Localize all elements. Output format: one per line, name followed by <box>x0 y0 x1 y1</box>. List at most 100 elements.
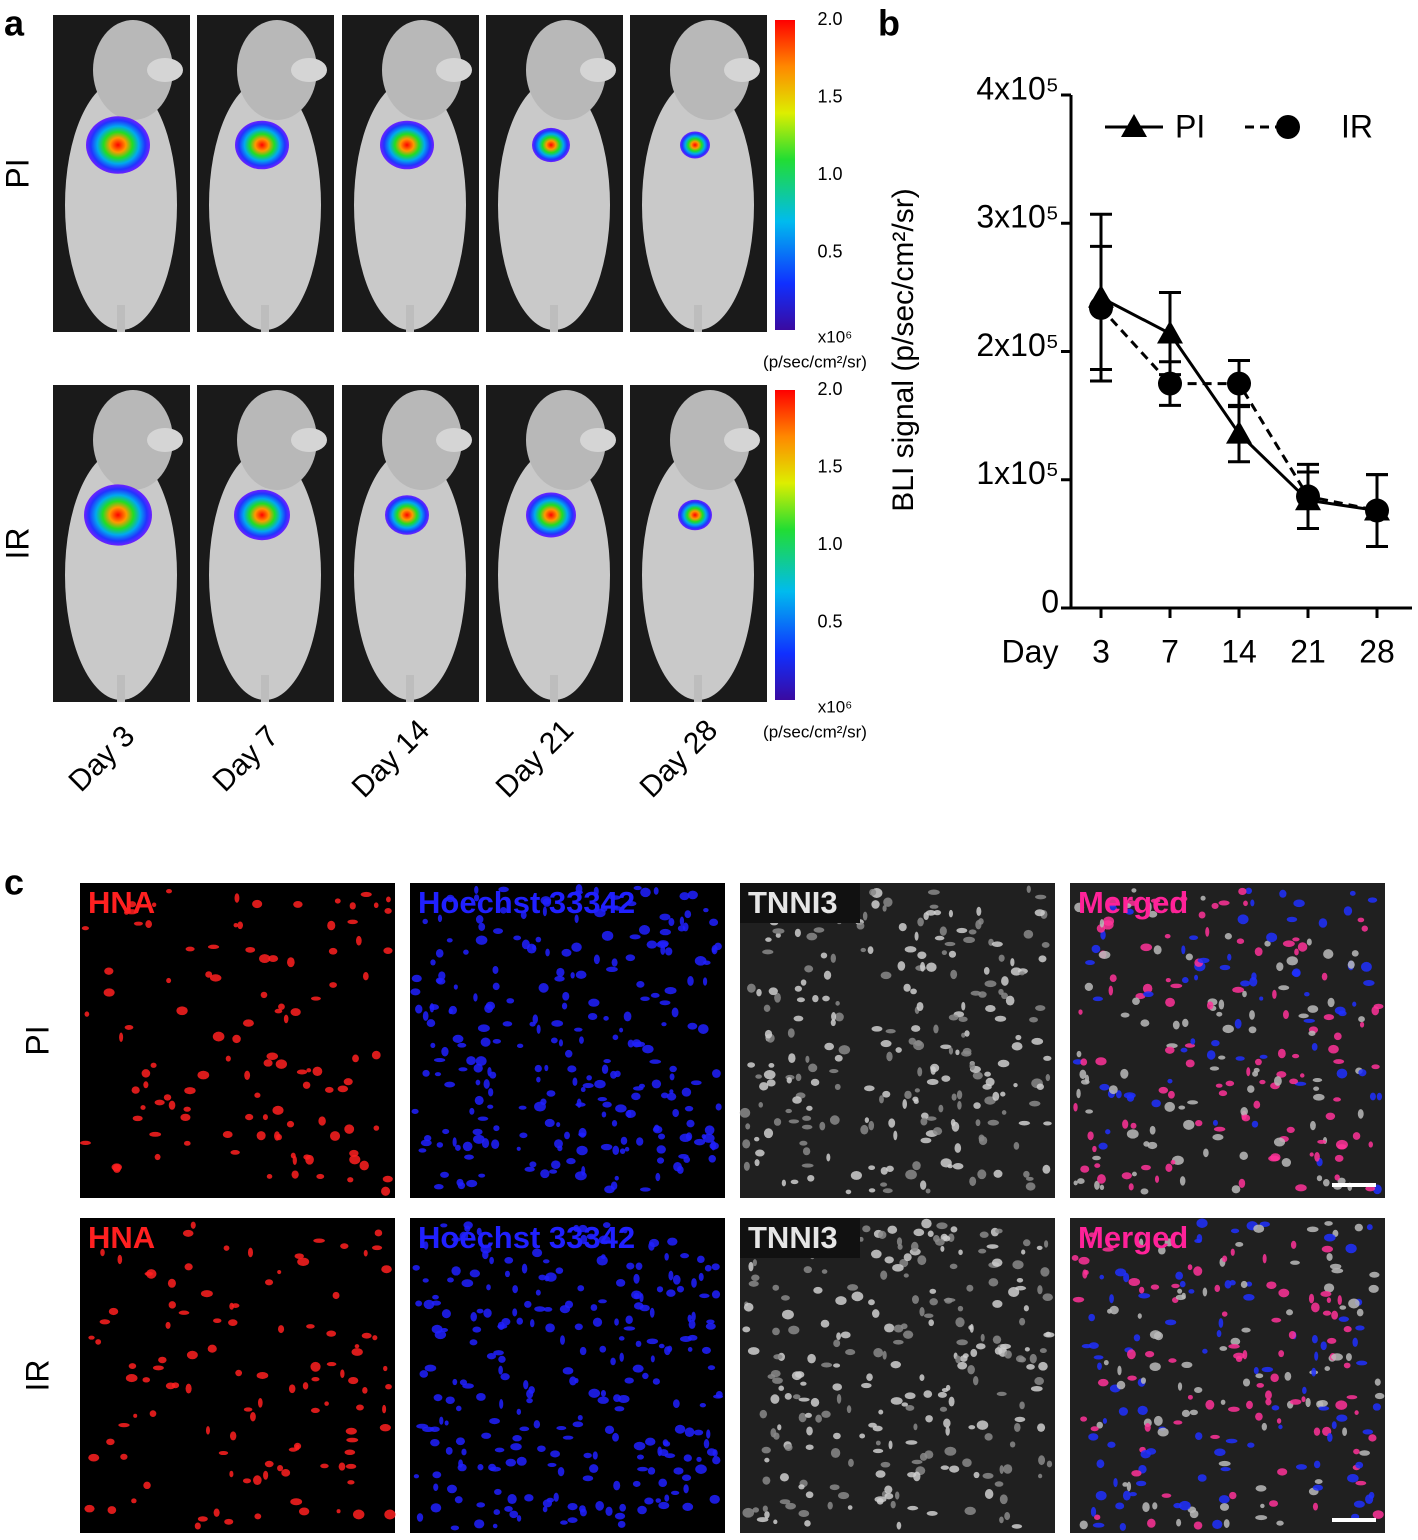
cell <box>1167 1078 1173 1084</box>
cell <box>1218 1318 1224 1328</box>
cell <box>1266 1281 1277 1289</box>
cell <box>431 1324 443 1334</box>
cell <box>747 1062 756 1068</box>
bli-signal <box>84 484 152 546</box>
cell <box>812 994 819 1003</box>
cell <box>650 1355 655 1363</box>
cell <box>1246 1400 1253 1410</box>
cell <box>106 1438 115 1446</box>
cell <box>850 1170 862 1180</box>
cell <box>976 906 982 917</box>
cell <box>587 1012 598 1020</box>
cell <box>1196 1218 1208 1228</box>
cell <box>359 1160 369 1171</box>
cell <box>1317 1139 1327 1144</box>
cell <box>712 1069 721 1078</box>
cell <box>977 1169 987 1180</box>
cell <box>1114 1268 1127 1277</box>
cell <box>999 1465 1004 1474</box>
cell <box>833 1339 841 1348</box>
cell <box>1090 1506 1097 1517</box>
cell <box>1149 1125 1156 1135</box>
mouse-image <box>630 385 767 702</box>
cell <box>1187 1264 1193 1271</box>
cell <box>704 1264 712 1272</box>
colorbar-tick-label: 2.0 <box>817 379 842 399</box>
cell <box>1210 1434 1220 1439</box>
cell <box>1333 1032 1342 1041</box>
cell <box>1076 1088 1081 1099</box>
cell <box>1279 889 1287 898</box>
cell <box>1243 1294 1255 1301</box>
cell <box>1119 1522 1126 1531</box>
cell <box>165 1382 176 1390</box>
cell <box>565 1049 573 1058</box>
cell <box>1358 1016 1365 1023</box>
cell <box>1372 1403 1381 1411</box>
cell <box>752 1259 757 1267</box>
cell <box>777 1424 782 1431</box>
cell <box>829 1068 839 1074</box>
cell <box>894 1491 900 1500</box>
cell <box>823 970 832 980</box>
cell <box>1001 1110 1007 1115</box>
cell <box>1004 1350 1012 1359</box>
cell <box>655 1498 662 1503</box>
cell <box>464 1154 474 1160</box>
cell <box>1218 900 1230 906</box>
cell <box>422 1278 429 1283</box>
cell <box>576 1145 588 1156</box>
cell <box>516 1317 523 1325</box>
cell <box>851 1291 864 1302</box>
cell <box>602 1101 612 1108</box>
cell <box>1297 942 1308 952</box>
cell <box>311 1377 320 1382</box>
cell <box>1278 1350 1285 1358</box>
cell <box>940 1465 950 1470</box>
cell <box>610 1070 617 1079</box>
cell <box>549 1169 558 1174</box>
cell <box>513 935 522 941</box>
cell <box>758 1101 764 1108</box>
cell <box>332 1291 340 1300</box>
cell <box>821 1362 833 1368</box>
cell <box>1200 895 1206 901</box>
cell <box>961 1001 966 1011</box>
cell <box>1146 902 1152 913</box>
cell <box>473 1134 485 1144</box>
cell <box>253 1475 262 1486</box>
cell <box>801 1124 813 1130</box>
cell <box>1093 1355 1104 1360</box>
cell <box>914 1088 920 1093</box>
cell <box>430 1042 436 1049</box>
cell <box>329 982 337 988</box>
cell <box>886 1165 894 1172</box>
cell <box>653 1124 660 1132</box>
cell <box>819 1121 826 1131</box>
cell <box>1122 1119 1129 1129</box>
cell <box>1197 957 1210 964</box>
cell <box>592 1317 603 1327</box>
cell <box>497 1324 508 1329</box>
cell <box>1318 918 1328 928</box>
cell <box>499 1399 504 1409</box>
cell <box>832 1383 843 1391</box>
cell <box>601 930 614 941</box>
cell <box>326 1330 337 1337</box>
cell <box>926 962 937 972</box>
cell <box>762 1476 771 1485</box>
cell <box>927 1230 934 1237</box>
cell <box>1248 1026 1257 1034</box>
cell <box>1229 1280 1236 1286</box>
cell <box>448 1005 457 1015</box>
cell <box>645 1437 656 1446</box>
cell <box>1368 1284 1379 1293</box>
cell <box>1255 1485 1267 1492</box>
cell <box>694 1138 706 1146</box>
cell <box>772 928 785 934</box>
x-tick-label: 7 <box>1161 633 1179 669</box>
cell <box>1085 1109 1094 1114</box>
cell <box>459 1231 469 1241</box>
cell <box>487 1104 494 1109</box>
cell <box>968 929 977 935</box>
